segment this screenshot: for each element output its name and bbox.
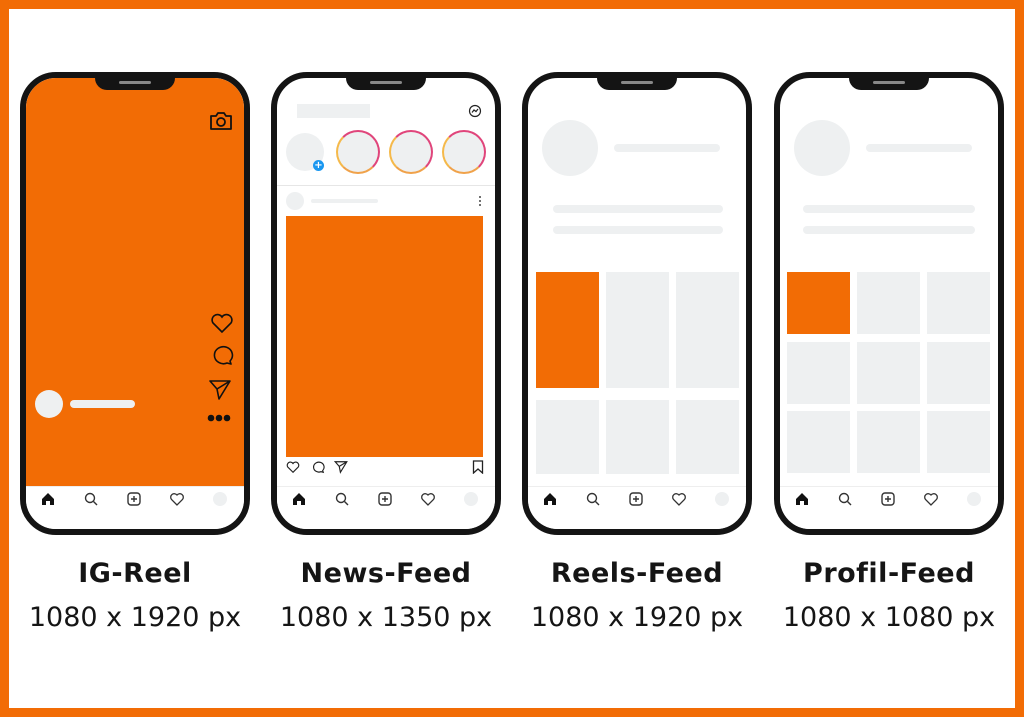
heart-icon[interactable] [210, 312, 234, 334]
search-icon[interactable] [585, 491, 601, 507]
grid-cell [787, 411, 850, 473]
add-story-icon[interactable]: + [313, 160, 324, 171]
search-icon[interactable] [837, 491, 853, 507]
camera-icon[interactable] [209, 110, 233, 132]
home-icon[interactable] [542, 491, 558, 507]
story-ring[interactable] [442, 130, 486, 174]
heart-icon[interactable] [923, 491, 939, 507]
grid-cell [787, 342, 850, 404]
grid-cell [857, 342, 920, 404]
comment-icon[interactable] [311, 460, 325, 474]
add-icon[interactable] [377, 491, 393, 507]
grid-cell [857, 411, 920, 473]
divider [277, 185, 495, 186]
bio-line-placeholder [803, 205, 975, 213]
heart-icon[interactable] [420, 491, 436, 507]
bottom-nav-bar [780, 486, 998, 529]
heart-icon[interactable] [169, 491, 185, 507]
phone-notch [346, 78, 426, 90]
reel-content-area [26, 78, 244, 486]
search-icon[interactable] [334, 491, 350, 507]
grid-cell-highlighted [787, 272, 850, 334]
profile-icon[interactable] [966, 491, 982, 507]
format-size: 1080 x 1920 px [28, 602, 242, 633]
bio-line-placeholder [553, 205, 723, 213]
grid-cell [676, 400, 739, 474]
profile-name-placeholder [866, 144, 972, 152]
grid-cell [927, 272, 990, 334]
add-icon[interactable] [880, 491, 896, 507]
comment-icon[interactable] [210, 343, 234, 367]
phone-reels-feed [522, 72, 752, 535]
format-title: Profil-Feed [803, 558, 975, 589]
format-size: 1080 x 1920 px [530, 602, 744, 633]
phone-ig-reel [20, 72, 250, 535]
story-ring[interactable] [389, 130, 433, 174]
bio-line-placeholder [553, 226, 723, 234]
phone-notch [95, 78, 175, 90]
bottom-nav-bar [528, 486, 746, 529]
more-icon[interactable] [207, 413, 231, 423]
home-icon[interactable] [40, 491, 56, 507]
logo-placeholder [297, 104, 370, 118]
post-username-placeholder [311, 199, 378, 203]
format-title: News-Feed [300, 558, 472, 589]
home-icon[interactable] [794, 491, 810, 507]
profile-icon[interactable] [714, 491, 730, 507]
messenger-icon[interactable] [468, 104, 482, 118]
profile-icon[interactable] [212, 491, 228, 507]
phone-profil-feed [774, 72, 1004, 535]
add-icon[interactable] [126, 491, 142, 507]
grid-cell [606, 400, 669, 474]
profile-name-placeholder [614, 144, 720, 152]
post-image-area [286, 216, 483, 457]
avatar-placeholder [35, 390, 63, 418]
format-size: 1080 x 1350 px [279, 602, 493, 633]
profile-icon[interactable] [463, 491, 479, 507]
search-icon[interactable] [83, 491, 99, 507]
grid-cell [927, 342, 990, 404]
bottom-nav-bar [277, 486, 495, 529]
format-size: 1080 x 1080 px [782, 602, 996, 633]
grid-cell [927, 411, 990, 473]
send-icon[interactable] [334, 460, 348, 474]
bookmark-icon[interactable] [472, 460, 484, 474]
add-icon[interactable] [628, 491, 644, 507]
post-menu-icon[interactable] [477, 195, 483, 207]
grid-cell [606, 272, 669, 388]
home-icon[interactable] [291, 491, 307, 507]
send-icon[interactable] [208, 378, 232, 402]
phone-notch [597, 78, 677, 90]
profile-avatar-placeholder [542, 120, 598, 176]
grid-cell-highlighted [536, 272, 599, 388]
format-title: IG-Reel [78, 558, 192, 589]
grid-cell [857, 272, 920, 334]
bio-line-placeholder [803, 226, 975, 234]
username-placeholder [70, 400, 135, 408]
phone-news-feed: + [271, 72, 501, 535]
heart-icon[interactable] [671, 491, 687, 507]
heart-icon[interactable] [286, 460, 300, 474]
grid-cell [676, 272, 739, 388]
grid-cell [536, 400, 599, 474]
phone-notch [849, 78, 929, 90]
post-avatar-placeholder [286, 192, 304, 210]
bottom-nav-bar [26, 486, 244, 529]
story-ring[interactable] [336, 130, 380, 174]
format-title: Reels-Feed [550, 558, 724, 589]
profile-avatar-placeholder [794, 120, 850, 176]
